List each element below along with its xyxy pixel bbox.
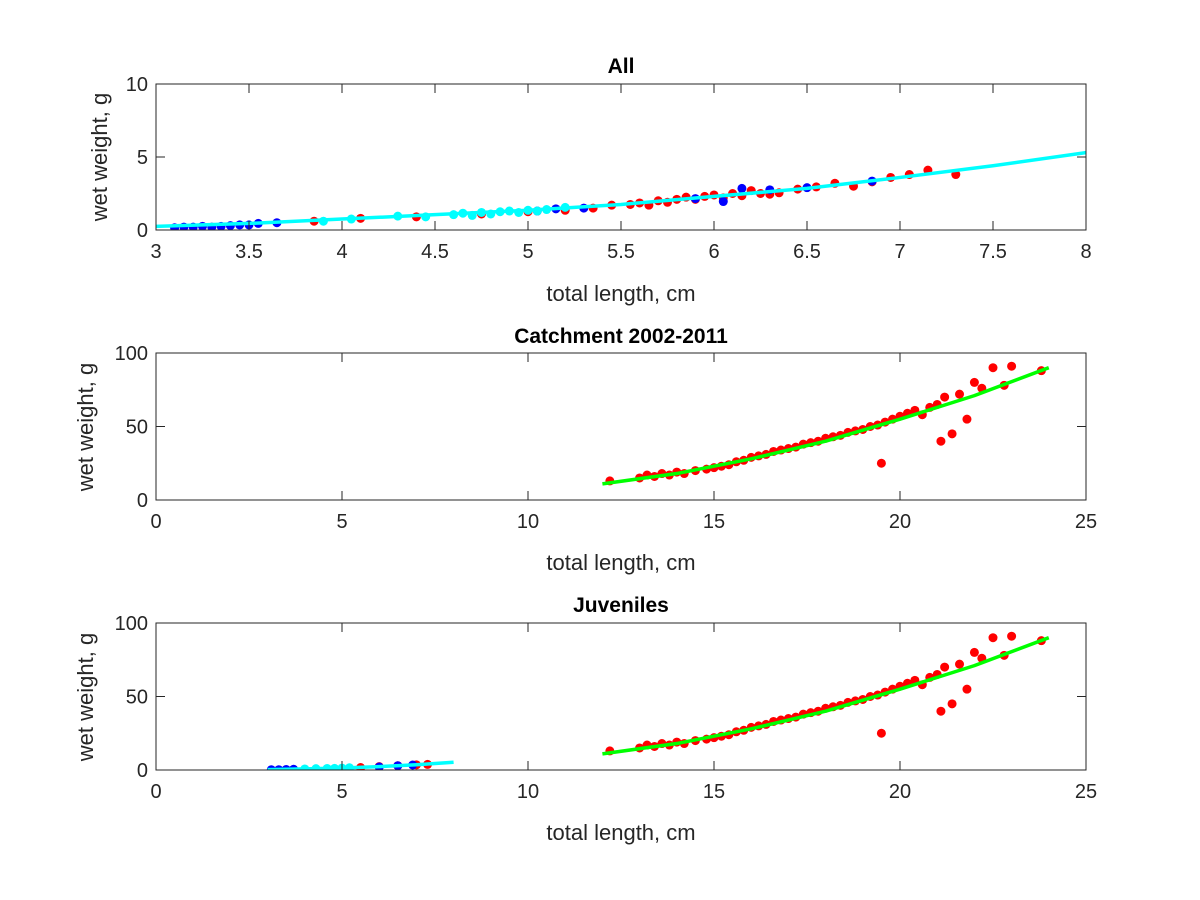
data-point [718,197,728,207]
y-tick-label: 10 [126,74,148,96]
data-point [955,659,965,669]
fit-line [267,760,454,770]
data-point [969,647,979,657]
x-tick-label: 15 [703,511,725,533]
subplot-title: Juveniles [573,594,669,617]
data-point [1007,361,1017,371]
x-tick-label: 10 [517,781,539,803]
x-axis-label: total length, cm [546,820,695,845]
subplot-title: All [608,55,635,78]
x-tick-label: 7 [894,241,905,263]
plot-area [266,631,1050,770]
y-tick-label: 5 [137,147,148,169]
x-tick-label: 3 [150,241,161,263]
data-point [876,728,886,738]
x-axis-label: total length, cm [546,281,695,306]
x-tick-label: 20 [889,511,911,533]
x-tick-label: 4 [336,241,347,263]
data-point [962,684,972,694]
y-axis-label: wet weight, g [73,633,98,762]
x-axis-label: total length, cm [546,550,695,575]
x-tick-label: 20 [889,781,911,803]
x-tick-label: 5 [336,511,347,533]
y-tick-label: 0 [137,490,148,512]
plot-area [156,150,1086,230]
data-point [955,389,965,399]
x-tick-label: 25 [1075,511,1097,533]
x-tick-label: 4.5 [421,241,449,263]
x-tick-label: 15 [703,781,725,803]
data-point [988,633,998,643]
y-axis-label: wet weight, g [87,93,112,222]
data-point [936,706,946,716]
data-point [969,377,979,387]
y-tick-label: 50 [126,417,148,439]
data-point [936,436,946,446]
plot-area [602,361,1050,486]
data-point [940,392,950,402]
x-tick-label: 7.5 [979,241,1007,263]
x-tick-label: 0 [150,781,161,803]
x-tick-label: 10 [517,511,539,533]
data-point [940,662,950,672]
x-tick-label: 5 [336,781,347,803]
y-tick-label: 0 [137,760,148,782]
y-axis-label: wet weight, g [73,363,98,492]
x-tick-label: 6.5 [793,241,821,263]
data-point [947,699,957,709]
data-point [962,414,972,424]
x-tick-label: 5.5 [607,241,635,263]
fit-line [602,366,1050,486]
x-tick-label: 0 [150,511,161,533]
subplot-juveniles: Juveniles total length, cm wet weight, g… [73,594,1097,845]
fit-line [156,150,1086,229]
x-tick-label: 5 [522,241,533,263]
data-point [876,458,886,468]
fit-line [602,636,1050,756]
data-point [1007,631,1017,641]
y-tick-label: 100 [115,613,148,635]
x-tick-label: 25 [1075,781,1097,803]
data-point [947,429,957,439]
x-tick-label: 3.5 [235,241,263,263]
x-tick-label: 6 [708,241,719,263]
y-tick-label: 0 [137,220,148,242]
subplot-all: All total length, cm wet weight, g 3 3.5 4… [87,55,1092,306]
y-tick-label: 50 [126,687,148,709]
subplot-catchment: Catchment 2002-2011 total length, cm wet… [73,325,1097,575]
data-point [737,183,747,193]
x-tick-label: 8 [1080,241,1091,263]
y-tick-label: 100 [115,343,148,365]
subplot-title: Catchment 2002-2011 [514,325,728,348]
data-point [988,363,998,373]
